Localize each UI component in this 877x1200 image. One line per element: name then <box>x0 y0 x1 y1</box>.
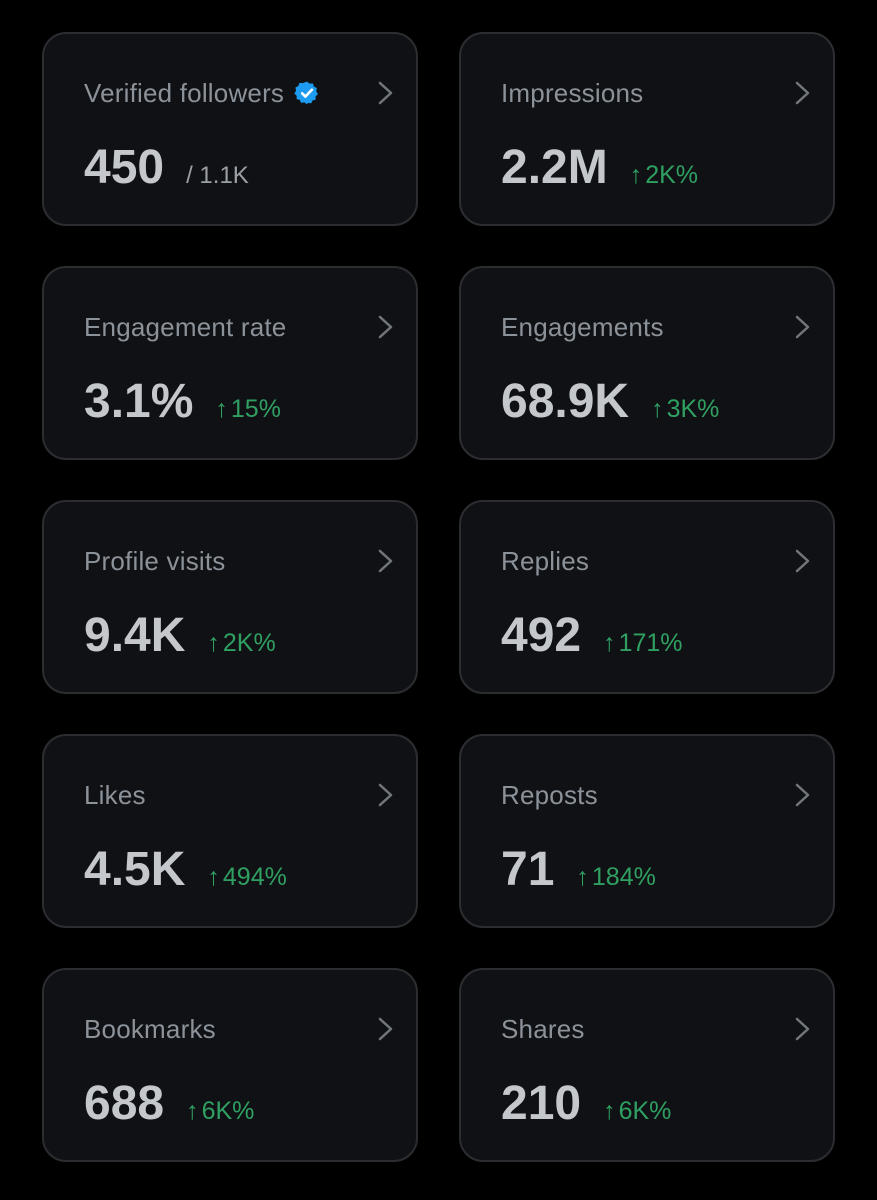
metric-label-row: Engagement rate <box>84 312 286 342</box>
chevron-right-icon[interactable] <box>376 780 396 810</box>
metric-delta: ↑ 3K% <box>651 395 719 424</box>
metric-value: 688 <box>84 1077 165 1130</box>
metric-label: Profile visits <box>84 546 226 576</box>
metric-value: 4.5K <box>84 843 186 896</box>
arrow-up-icon: ↑ <box>186 1097 199 1125</box>
chevron-right-icon[interactable] <box>376 78 396 108</box>
metric-label: Verified followers <box>84 78 285 108</box>
metric-value-row: 492 ↑ 171% <box>501 606 683 666</box>
metric-value: 68.9K <box>501 375 630 428</box>
metric-delta: ↑ 15% <box>215 395 281 424</box>
metric-total: / 1.1K <box>186 162 249 189</box>
metric-value-row: 71 ↑ 184% <box>501 840 656 900</box>
metric-card-verified-followers[interactable]: Verified followers 450 / 1.1K <box>42 32 418 226</box>
metric-label-row: Shares <box>501 1014 585 1044</box>
arrow-up-icon: ↑ <box>207 629 220 657</box>
metric-card-shares[interactable]: Shares 210 ↑ 6K% <box>459 968 835 1162</box>
metric-label: Impressions <box>501 78 644 108</box>
metric-delta-value: 6K% <box>201 1097 255 1125</box>
metric-delta-value: 494% <box>222 863 287 891</box>
arrow-up-icon: ↑ <box>603 629 616 657</box>
metric-delta-value: 171% <box>618 629 683 657</box>
metric-value: 450 <box>84 141 165 194</box>
metric-value-row: 4.5K ↑ 494% <box>84 840 287 900</box>
chevron-right-icon[interactable] <box>793 78 813 108</box>
metric-label-row: Reposts <box>501 780 598 810</box>
arrow-up-icon: ↑ <box>651 395 664 423</box>
metric-label-row: Replies <box>501 546 589 576</box>
metric-label: Bookmarks <box>84 1014 216 1044</box>
metric-label-row: Likes <box>84 780 146 810</box>
metric-value-row: 9.4K ↑ 2K% <box>84 606 276 666</box>
metric-card-impressions[interactable]: Impressions 2.2M ↑ 2K% <box>459 32 835 226</box>
metric-label: Engagement rate <box>84 312 287 342</box>
verified-badge-icon <box>294 80 320 106</box>
arrow-up-icon: ↑ <box>215 395 228 423</box>
metric-value-row: 2.2M ↑ 2K% <box>501 138 698 198</box>
metric-delta-value: 3K% <box>666 395 720 423</box>
metric-value-row: 450 / 1.1K <box>84 138 249 198</box>
metric-card-likes[interactable]: Likes 4.5K ↑ 494% <box>42 734 418 928</box>
metric-delta: ↑ 171% <box>603 629 682 658</box>
metric-value: 9.4K <box>84 609 186 662</box>
metric-value-row: 210 ↑ 6K% <box>501 1074 671 1134</box>
metric-label: Shares <box>501 1014 585 1044</box>
metric-delta-value: 15% <box>230 395 281 423</box>
metric-value: 71 <box>501 843 555 896</box>
metric-card-engagement-rate[interactable]: Engagement rate 3.1% ↑ 15% <box>42 266 418 460</box>
metric-delta-value: 2K% <box>645 161 699 189</box>
metric-delta-value: 6K% <box>618 1097 672 1125</box>
chevron-right-icon[interactable] <box>793 780 813 810</box>
metric-label: Replies <box>501 546 590 576</box>
chevron-right-icon[interactable] <box>793 312 813 342</box>
metrics-grid: Verified followers 450 / 1.1K Impression… <box>42 32 835 1162</box>
metric-value: 3.1% <box>84 375 194 428</box>
metric-value-row: 68.9K ↑ 3K% <box>501 372 719 432</box>
chevron-right-icon[interactable] <box>793 546 813 576</box>
arrow-up-icon: ↑ <box>603 1097 616 1125</box>
metric-card-engagements[interactable]: Engagements 68.9K ↑ 3K% <box>459 266 835 460</box>
metric-value-row: 3.1% ↑ 15% <box>84 372 281 432</box>
arrow-up-icon: ↑ <box>207 863 220 891</box>
metric-delta-value: 184% <box>591 863 656 891</box>
metric-value-row: 688 ↑ 6K% <box>84 1074 254 1134</box>
metric-value: 492 <box>501 609 582 662</box>
metric-delta: ↑ 494% <box>207 863 286 892</box>
metric-card-reposts[interactable]: Reposts 71 ↑ 184% <box>459 734 835 928</box>
metric-label-row: Profile visits <box>84 546 226 576</box>
chevron-right-icon[interactable] <box>376 312 396 342</box>
metric-label: Reposts <box>501 780 598 810</box>
metric-value: 210 <box>501 1077 582 1130</box>
metric-delta: ↑ 2K% <box>630 161 698 190</box>
metric-label-row: Bookmarks <box>84 1014 216 1044</box>
metric-delta: ↑ 6K% <box>603 1097 671 1126</box>
metric-label-row: Engagements <box>501 312 664 342</box>
arrow-up-icon: ↑ <box>576 863 589 891</box>
arrow-up-icon: ↑ <box>629 161 643 189</box>
metric-card-profile-visits[interactable]: Profile visits 9.4K ↑ 2K% <box>42 500 418 694</box>
metric-value: 2.2M <box>501 141 608 194</box>
metric-delta: ↑ 184% <box>576 863 655 892</box>
metric-label: Engagements <box>501 312 664 342</box>
metric-delta: ↑ 6K% <box>186 1097 254 1126</box>
chevron-right-icon[interactable] <box>793 1014 813 1044</box>
metric-label-row: Verified followers <box>84 78 320 108</box>
metric-label: Likes <box>84 780 146 810</box>
metric-label-row: Impressions <box>501 78 643 108</box>
metric-delta-value: 2K% <box>222 629 276 657</box>
chevron-right-icon[interactable] <box>376 1014 396 1044</box>
metric-delta: ↑ 2K% <box>207 629 275 658</box>
metric-card-bookmarks[interactable]: Bookmarks 688 ↑ 6K% <box>42 968 418 1162</box>
metric-card-replies[interactable]: Replies 492 ↑ 171% <box>459 500 835 694</box>
chevron-right-icon[interactable] <box>376 546 396 576</box>
